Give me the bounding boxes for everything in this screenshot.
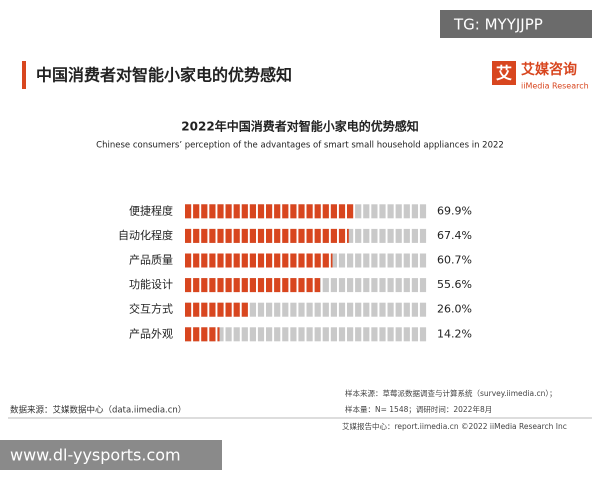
labels: 便捷程度 69.9% 自动化程度 67.4% 产品质量 60.7% 功能设计 55.6% 交互方… [118,203,472,340]
sample-note: 样本来源：草莓派数据调查与计算系统（survey.iimedia.cn）； [345,388,557,398]
logo-name: 艾媒咨询 [521,61,577,78]
value-label: 14.2% [437,327,472,340]
bar [185,327,220,342]
watermark-box [0,440,222,470]
bar [185,204,355,219]
source: 数据来源：艾媒数据中心（data.iimedia.cn） [10,405,186,416]
logo-icon: 艾 [496,64,512,83]
category-label: 产品质量 [129,253,173,267]
footer: 艾媒报告中心：report.iimedia.cn ©2022 iiMedia R… [342,421,567,431]
chart-subtitle: Chinese consumers’ perception of the adv… [96,141,504,151]
category-label: 功能设计 [129,277,173,291]
value-label: 60.7% [437,254,472,267]
plot [185,204,428,342]
category-label: 自动化程度 [118,228,173,242]
value-label: 67.4% [437,229,472,242]
value-label: 26.0% [437,303,472,316]
sample-note: 样本量：N= 1548；调研时间：2022年8月 [345,404,492,414]
watermark: www.dl-yysports.com [10,446,181,465]
watermark: TG: MYYJJPP [453,16,543,34]
bar [185,253,333,268]
bar [185,302,249,317]
category-label: 交互方式 [129,302,173,316]
logo-en: iiMedia Research [521,82,589,91]
category-label: 产品外观 [129,326,173,340]
track [185,327,428,342]
chart-title: 2022年中国消费者对智能小家电的优势感知 [181,119,418,134]
watermark-box [440,10,592,38]
logo-icon-box [492,61,516,85]
bar [185,228,349,243]
header-accent [22,61,26,89]
value-label: 69.9% [437,204,472,217]
value-label: 55.6% [437,278,472,291]
category-label: 便捷程度 [129,203,173,217]
header-title: 中国消费者对智能小家电的优势感知 [36,66,292,85]
bar [185,278,321,293]
